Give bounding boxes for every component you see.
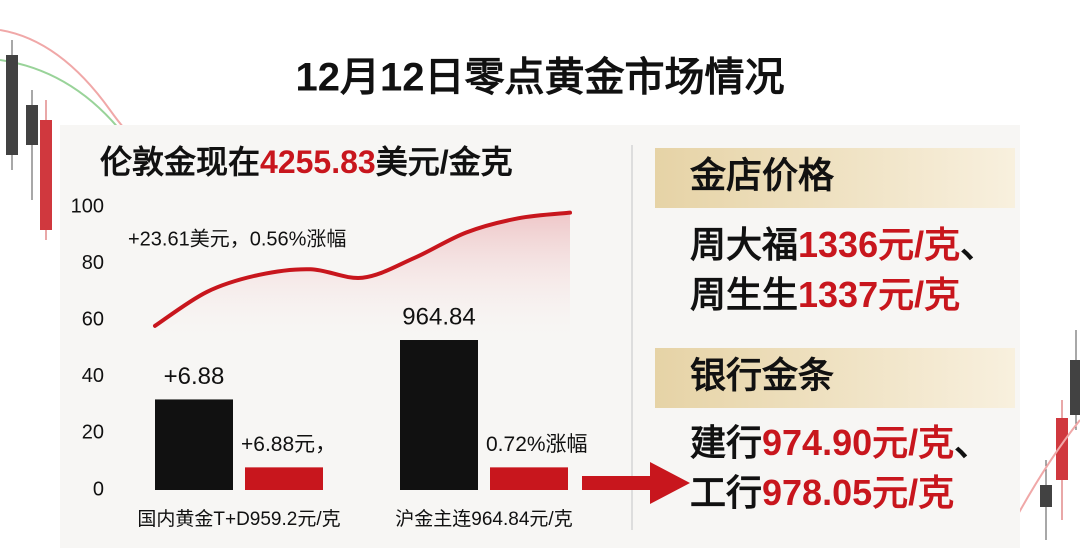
shop-name: 周生生 [690, 274, 798, 315]
bar [400, 340, 478, 490]
x-tick-label: 沪金主连964.84元/克 [395, 508, 572, 530]
shop-header: 金店价格 [689, 155, 835, 196]
bar-label: 0.72%涨幅 [486, 433, 588, 456]
headline-prefix: 伦敦金现在 [100, 144, 260, 180]
bank-header: 银行金条 [690, 355, 834, 396]
bank-row: 工行978.05元/克 [690, 472, 954, 513]
shop-price: 1337元/克 [798, 274, 960, 315]
x-tick-label: 国内黄金T+D959.2元/克 [137, 508, 340, 530]
bar-label: +6.88 [164, 363, 225, 390]
headline-price: 4255.83 [260, 144, 376, 180]
annotation: +23.61美元，0.56%涨幅 [128, 227, 346, 250]
shop-row: 周大福1336元/克、 [690, 224, 996, 265]
y-tick-label: 60 [82, 308, 104, 330]
headline: 伦敦金现在4255.83美元/金克 [100, 144, 513, 180]
separator: 、 [954, 422, 990, 463]
bank-price: 978.05元/克 [762, 472, 954, 513]
bar-label: 964.84 [402, 303, 475, 330]
bank-price: 974.90元/克 [762, 422, 954, 463]
separator: 、 [960, 224, 996, 265]
decoration [0, 29, 1080, 548]
bank-row: 建行974.90元/克、 [690, 422, 990, 463]
page-title: 12月12日零点黄金市场情况 [296, 55, 785, 100]
y-tick-label: 0 [93, 478, 104, 500]
y-tick-label: 80 [82, 252, 104, 274]
y-tick-label: 40 [82, 365, 104, 387]
arrow [582, 462, 690, 504]
line [153, 210, 572, 328]
bar-label: +6.88元， [241, 433, 336, 456]
header-bg [655, 348, 1015, 408]
headline-unit: 美元/金克 [376, 144, 513, 180]
bank-name: 工行 [690, 472, 762, 513]
shop-row: 周生生1337元/克 [690, 274, 960, 315]
bar [245, 467, 323, 490]
y-tick-label: 100 [71, 195, 104, 217]
bank-name: 建行 [690, 422, 762, 463]
bar [155, 399, 233, 490]
shop-name: 周大福 [690, 224, 798, 265]
line-area [155, 212, 570, 340]
shop-price: 1336元/克 [798, 224, 960, 265]
header-bg [655, 148, 1015, 208]
y-tick-label: 20 [82, 422, 104, 444]
bar [490, 467, 568, 490]
